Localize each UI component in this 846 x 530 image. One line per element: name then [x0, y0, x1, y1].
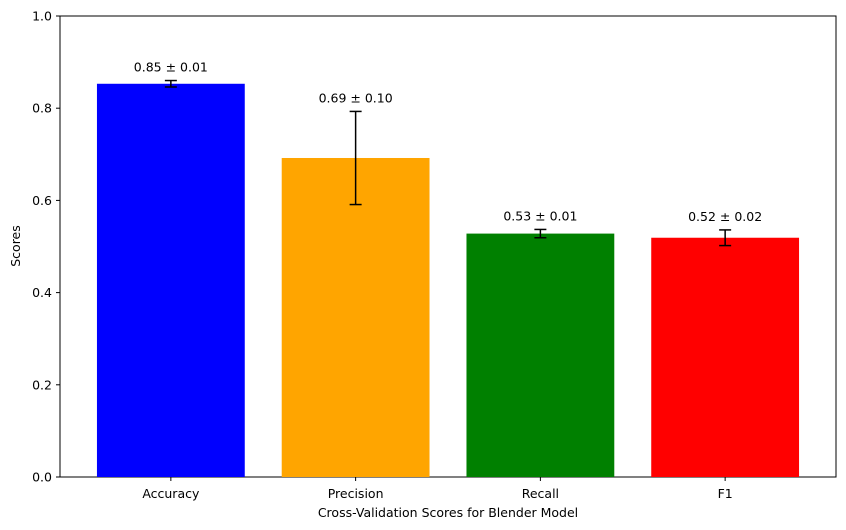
data-labels-group: 0.85 ± 0.01 0.69 ± 0.10 0.53 ± 0.01 0.52 ± …	[134, 60, 762, 224]
error-bars-group	[164, 79, 732, 247]
x-axis: Accuracy Precision Recall F1	[142, 477, 733, 501]
bar-accuracy	[96, 83, 245, 477]
y-tick-label: 0.2	[32, 377, 52, 392]
x-axis-title: Cross-Validation Scores for Blender Mode…	[318, 505, 578, 520]
x-tick-label-recall: Recall	[522, 486, 559, 501]
data-label-recall: 0.53 ± 0.01	[503, 208, 577, 223]
data-label-f1: 0.52 ± 0.02	[688, 209, 762, 224]
y-axis-title: Scores	[8, 225, 23, 267]
x-tick-label-accuracy: Accuracy	[142, 486, 200, 501]
y-tick-label: 0.8	[32, 101, 52, 116]
bar-precision	[281, 157, 430, 477]
x-tick-label-f1: F1	[718, 486, 733, 501]
x-tick-label-precision: Precision	[328, 486, 384, 501]
y-tick-label: 0.6	[32, 193, 52, 208]
y-tick-label: 0.4	[32, 285, 52, 300]
y-axis: 0.0 0.2 0.4 0.6 0.8 1.0	[32, 9, 60, 485]
y-tick-label: 0.0	[32, 470, 52, 485]
bar-recall	[466, 233, 615, 477]
bar-f1	[651, 237, 800, 477]
y-tick-label: 1.0	[32, 9, 52, 24]
bars-group	[96, 83, 800, 477]
data-label-precision: 0.69 ± 0.10	[319, 90, 393, 105]
data-label-accuracy: 0.85 ± 0.01	[134, 60, 208, 75]
